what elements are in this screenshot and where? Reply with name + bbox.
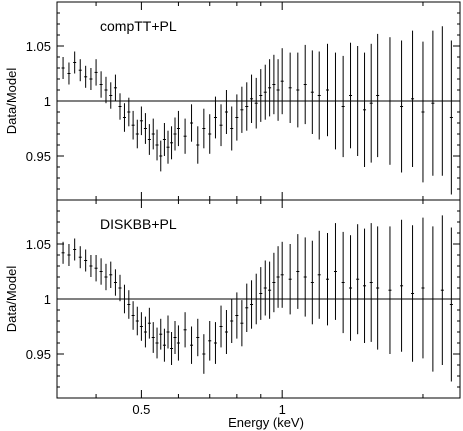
bottom-y-axis-label: Data/Model (4, 266, 19, 333)
y-tick-label: 1 (44, 292, 51, 307)
top-panel-label: compTT+PL (100, 18, 177, 34)
y-tick-label: 1.05 (26, 237, 51, 252)
x-tick-label: 0.5 (132, 402, 150, 417)
y-tick-label: 0.95 (26, 149, 51, 164)
bottom-panel-label: DISKBB+PL (100, 216, 177, 232)
top-panel: 0.95 1 1.05 compTT+PL Data/Model (4, 1, 461, 201)
top-y-axis-label: Data/Model (4, 68, 19, 135)
top-data-points (61, 26, 453, 195)
x-axis-label: Energy (keV) (228, 415, 304, 430)
bottom-axis-ticks: 0.95 1 1.05 0.5 1 (26, 199, 460, 417)
y-tick-label: 1.05 (26, 39, 51, 54)
y-tick-label: 1 (44, 94, 51, 109)
bottom-data-points (61, 215, 453, 382)
top-axis-ticks: 0.95 1 1.05 (26, 1, 460, 201)
x-tick-label: 1 (279, 402, 286, 417)
y-tick-label: 0.95 (26, 347, 51, 362)
bottom-panel: 0.95 1 1.05 0.5 1 DISKBB+PL Data/Model Energ… (4, 199, 461, 430)
